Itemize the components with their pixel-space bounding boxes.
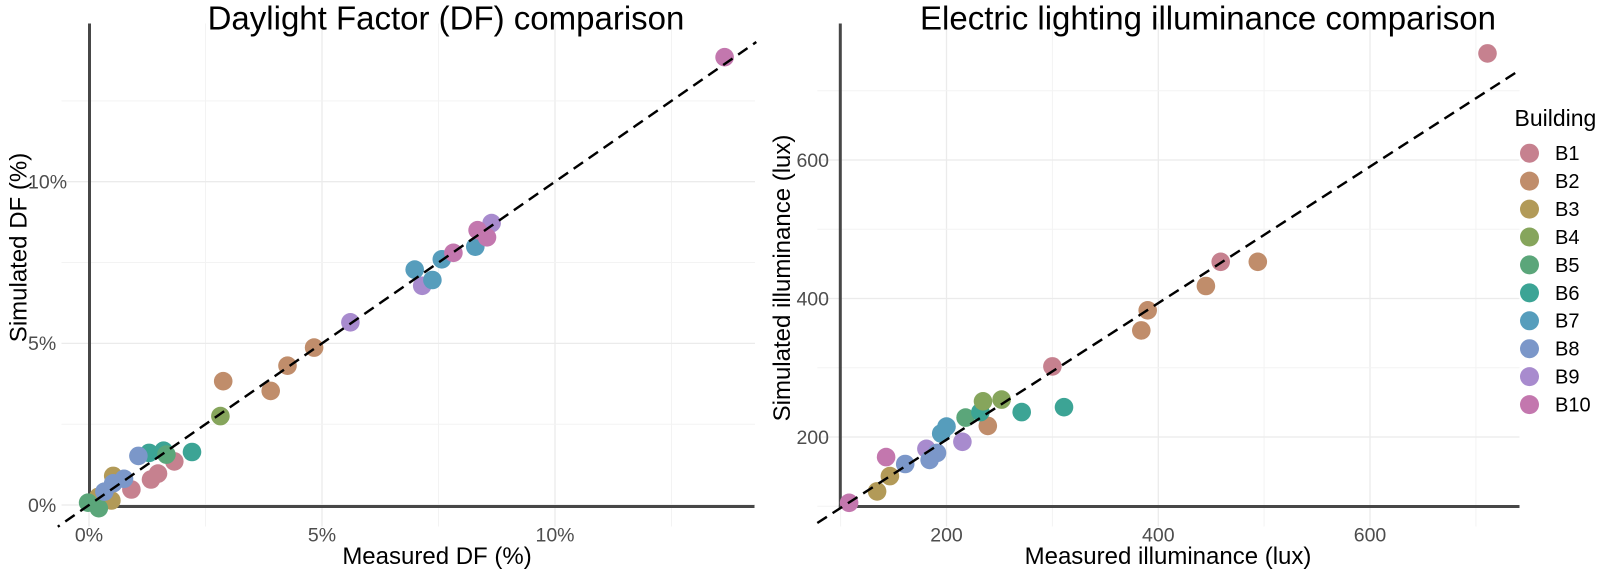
svg-text:Measured illuminance (lux): Measured illuminance (lux) [1025, 543, 1312, 570]
svg-text:10%: 10% [535, 525, 574, 547]
svg-text:Simulated DF (%): Simulated DF (%) [6, 153, 33, 342]
svg-text:B5: B5 [1555, 255, 1579, 277]
svg-text:200: 200 [930, 525, 963, 547]
svg-text:400: 400 [796, 288, 829, 310]
svg-text:B2: B2 [1555, 171, 1579, 193]
svg-text:B4: B4 [1555, 227, 1579, 249]
svg-text:B1: B1 [1555, 143, 1579, 165]
svg-text:0%: 0% [28, 495, 56, 517]
svg-text:B8: B8 [1555, 339, 1579, 361]
svg-text:Electric lighting illuminance: Electric lighting illuminance comparison [920, 0, 1496, 37]
svg-text:10%: 10% [28, 172, 67, 194]
svg-text:200: 200 [796, 427, 829, 449]
svg-text:Building: Building [1515, 105, 1597, 131]
svg-text:Simulated illuminance (lux): Simulated illuminance (lux) [769, 135, 796, 422]
svg-text:600: 600 [1354, 525, 1387, 547]
svg-text:Daylight Factor (DF) compariso: Daylight Factor (DF) comparison [208, 0, 685, 37]
svg-text:B9: B9 [1555, 367, 1579, 389]
svg-text:600: 600 [796, 150, 829, 172]
svg-text:400: 400 [1142, 525, 1175, 547]
svg-text:B10: B10 [1555, 395, 1591, 417]
svg-text:B3: B3 [1555, 199, 1579, 221]
svg-text:B6: B6 [1555, 283, 1579, 305]
svg-text:5%: 5% [28, 333, 56, 355]
svg-text:5%: 5% [308, 525, 336, 547]
svg-text:B7: B7 [1555, 311, 1579, 333]
svg-text:0%: 0% [75, 525, 103, 547]
svg-text:Measured DF (%): Measured DF (%) [342, 543, 531, 570]
